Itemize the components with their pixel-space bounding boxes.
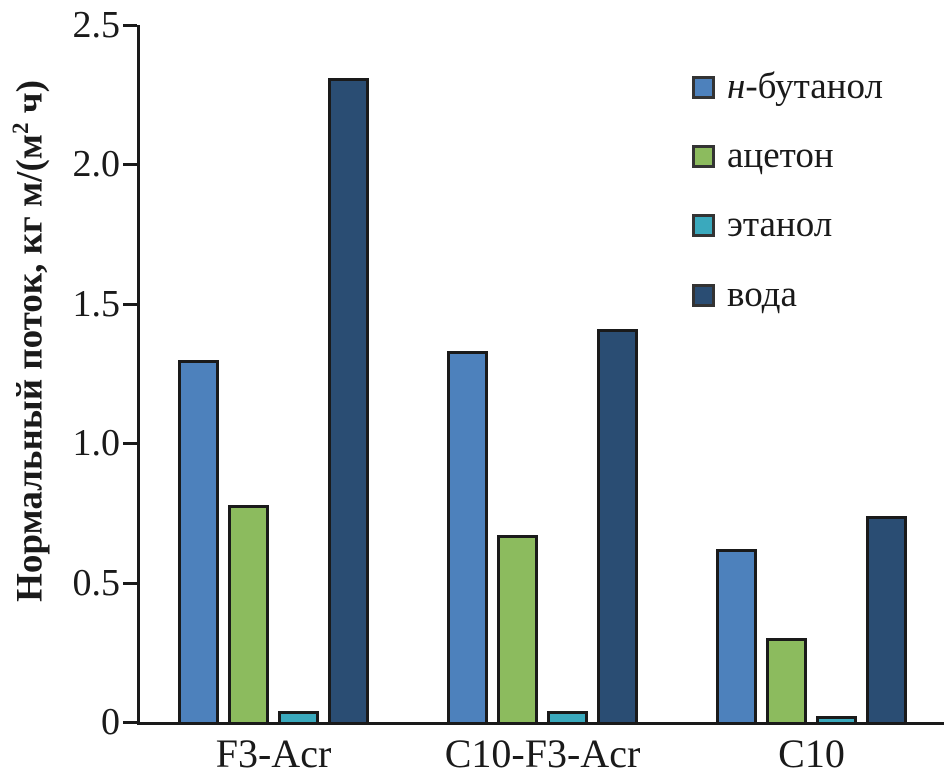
bar-series2-group1	[547, 711, 588, 722]
legend-label: н-бутанол	[727, 67, 883, 107]
y-axis-label-text: Нормальный поток, кг м/(м	[9, 134, 51, 602]
legend-swatch	[692, 213, 715, 237]
bar-series0-group0	[178, 360, 219, 722]
bar-series1-group2	[766, 638, 807, 722]
legend-label-text: -бутанол	[745, 66, 883, 107]
legend-item: этанол	[692, 205, 832, 245]
y-axis-label-superscript: 2	[8, 122, 34, 135]
y-tick-mark	[123, 24, 137, 27]
bar-series2-group2	[816, 716, 857, 722]
y-tick-mark	[123, 302, 137, 306]
x-category-label: C10	[778, 731, 845, 776]
legend-swatch	[692, 75, 715, 99]
y-tick-label: 0	[101, 701, 120, 743]
legend-label-italic-prefix: н	[727, 66, 746, 107]
legend-label: вода	[727, 275, 797, 315]
legend-swatch	[692, 144, 715, 168]
y-tick-label: 2.5	[72, 4, 121, 46]
y-tick-mark	[123, 442, 137, 446]
bar-series1-group1	[497, 535, 538, 722]
bar-series2-group0	[278, 711, 319, 722]
plot-area	[137, 25, 944, 725]
y-tick-mark	[123, 581, 137, 585]
bar-series1-group0	[228, 505, 269, 722]
legend-label: ацетон	[727, 136, 834, 176]
legend-label: этанол	[727, 205, 832, 245]
legend-item: ацетон	[692, 136, 834, 176]
legend-label-text: ацетон	[727, 135, 834, 176]
y-tick-label: 1.5	[72, 282, 121, 325]
legend-swatch	[692, 283, 715, 307]
legend-label-text: вода	[727, 274, 797, 315]
bar-series3-group1	[597, 329, 638, 722]
legend-item: вода	[692, 275, 797, 315]
y-tick-mark	[123, 163, 137, 167]
bar-series3-group2	[866, 516, 907, 722]
y-tick-label: 1.0	[72, 422, 121, 465]
bar-series0-group1	[447, 351, 488, 722]
bar-series3-group0	[328, 78, 369, 722]
y-tick-label: 2.0	[72, 143, 121, 186]
x-category-label: F3-Acr	[215, 731, 332, 776]
y-tick-label: 0.5	[72, 561, 121, 604]
y-axis-label-units: ч)	[9, 80, 51, 123]
legend-label-text: этанол	[727, 204, 833, 245]
y-tick-mark	[123, 721, 137, 724]
x-category-label: C10-F3-Acr	[444, 731, 641, 776]
bar-series0-group2	[716, 549, 757, 722]
legend-item: н-бутанол	[692, 67, 883, 107]
